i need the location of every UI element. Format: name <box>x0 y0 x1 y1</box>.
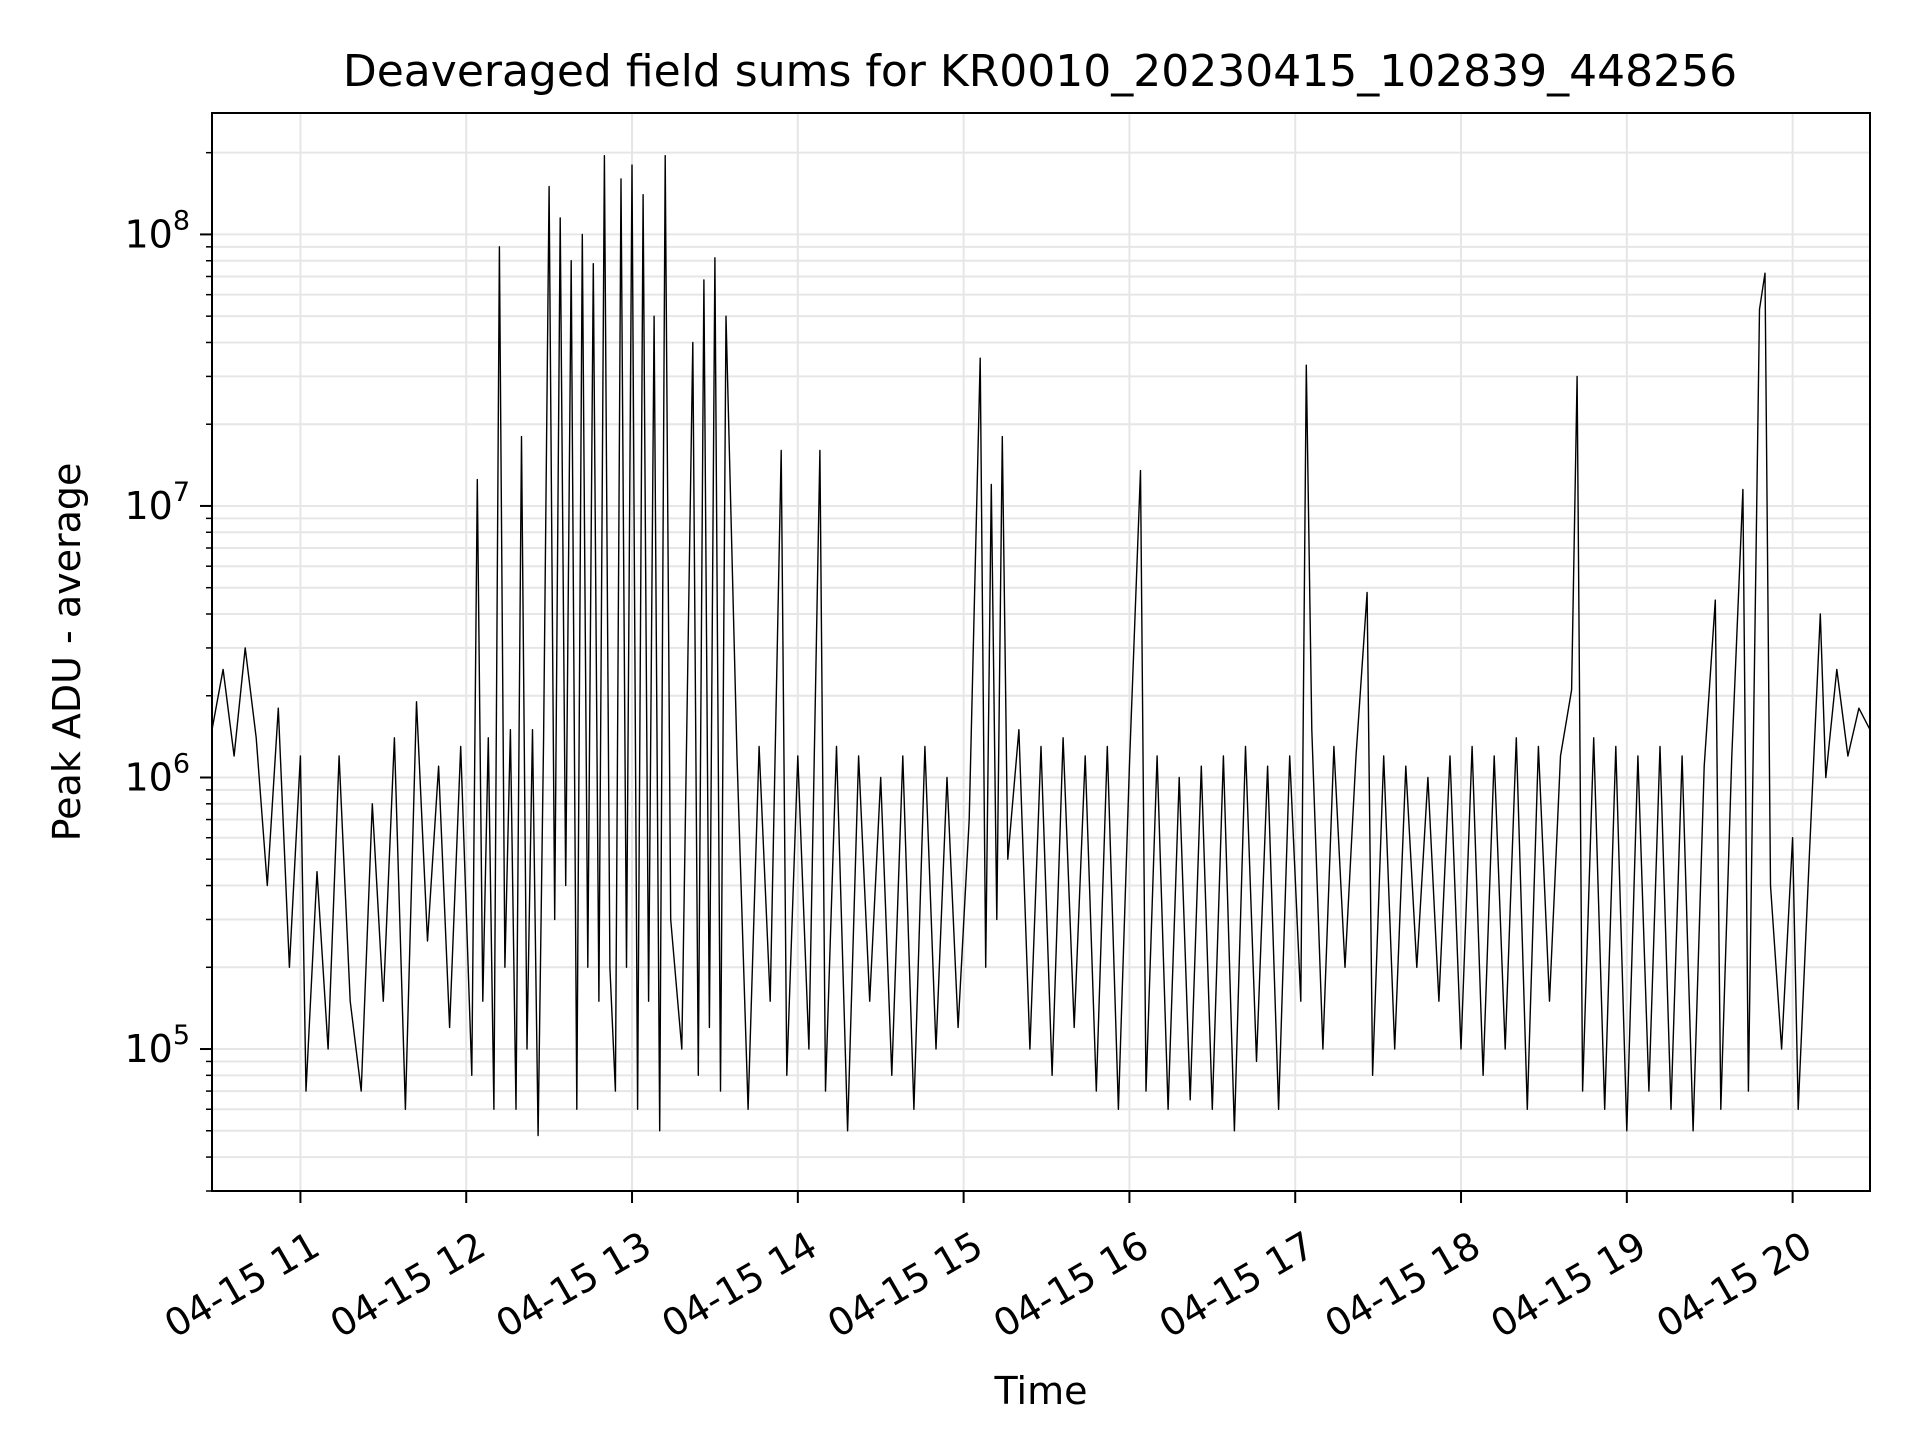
y-tick-base: 10 <box>124 212 172 256</box>
y-tick-base: 10 <box>124 1027 172 1071</box>
y-tick-exponent: 7 <box>173 477 190 508</box>
series-line-0 <box>211 155 1871 1137</box>
y-axis-label: Peak ADU - average <box>45 463 89 842</box>
y-tick-base: 10 <box>124 755 172 799</box>
y-tick-exponent: 6 <box>173 748 190 779</box>
y-tick-base: 10 <box>124 484 172 528</box>
plot-area-frame <box>211 112 1871 1192</box>
y-tick-label: 108 <box>124 205 190 256</box>
y-tick-exponent: 5 <box>173 1020 190 1051</box>
y-tick-exponent: 8 <box>173 205 190 236</box>
chart-title: Deaveraged field sums for KR0010_2023041… <box>343 46 1737 97</box>
y-tick-label: 106 <box>124 748 190 799</box>
y-tick-label: 107 <box>124 477 190 528</box>
data-layer <box>211 155 1871 1137</box>
y-tick-label: 105 <box>124 1020 190 1071</box>
x-axis-label: Time <box>994 1369 1088 1413</box>
